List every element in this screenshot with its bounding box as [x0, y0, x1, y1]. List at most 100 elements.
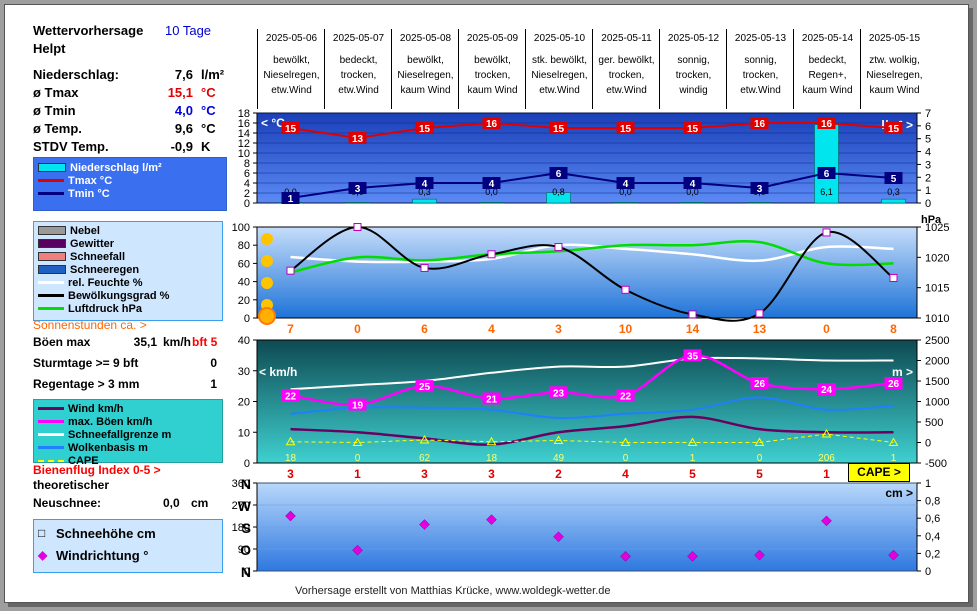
y2-axis-label: m > — [892, 365, 913, 379]
tmax-point — [281, 122, 300, 134]
cape-label: 1 — [690, 453, 696, 464]
day-conditions: stk. bewölkt, Nieselregen, etw.Wind — [526, 53, 593, 98]
y-tick-label: 60 — [238, 258, 250, 270]
y-tick-label: 180 — [232, 522, 250, 534]
cape-label: 18 — [486, 453, 498, 464]
sunshine-hours: 14 — [686, 322, 700, 336]
cape-label: 1 — [891, 453, 897, 464]
day-date: 2025-05-13 — [734, 33, 787, 44]
wind-stat-label: Böen max — [33, 335, 91, 349]
y-tick-label: 0 — [244, 566, 250, 578]
y2-tick-label: 2 — [925, 172, 931, 184]
day-conditions: sonnig, trocken, etw.Wind — [727, 53, 794, 98]
precip-bar — [881, 198, 906, 204]
y-tick-label: 270 — [232, 500, 250, 512]
day-conditions: ztw. wolkig, Nieselregen, kaum Wind — [861, 53, 928, 98]
condition-line: Nieselregen, — [397, 70, 454, 81]
wind-direction-point — [687, 550, 698, 562]
condition-line: bewölkt, — [474, 55, 511, 66]
bee-index-value: 1 — [823, 467, 830, 481]
wind-direction-point — [352, 544, 363, 556]
place-name: Helpt — [33, 41, 66, 56]
cape-point — [687, 437, 698, 446]
legend-swatch — [38, 294, 64, 297]
precip-label: 0,3 — [418, 187, 431, 197]
stat-unit: °C — [201, 103, 216, 118]
y-tick-label: 40 — [238, 277, 250, 289]
cape-point — [821, 429, 832, 438]
day-column: 2025-05-08 bewölkt, Nieselregen, kaum Wind — [391, 29, 459, 109]
wind-direction-point — [821, 515, 832, 527]
y-tick-label: 0 — [244, 198, 250, 210]
tmin-label: 4 — [690, 179, 696, 190]
condition-line: trocken, — [474, 70, 511, 81]
day-column: 2025-05-15 ztw. wolkig, Nieselregen, kaum W… — [860, 29, 928, 109]
wind-stat-value: 1 — [210, 377, 217, 391]
legend-label: Wolkenbasis m — [68, 441, 148, 454]
condition-line: kaum Wind — [869, 85, 920, 96]
legend-label: Tmax °C — [68, 174, 113, 187]
wind-line — [290, 415, 894, 446]
tmin-label: 4 — [623, 179, 629, 190]
tmin-label: 3 — [355, 184, 361, 195]
direction-label: W — [238, 498, 252, 514]
tmax-point — [683, 122, 702, 134]
y-axis-label: < °C — [261, 116, 285, 130]
legend-swatch — [38, 433, 64, 436]
forecast-panel: Wettervorhersage 10 Tage Helpt Niedersch… — [4, 4, 969, 603]
tmin-point — [616, 177, 635, 189]
condition-line: trocken, — [675, 70, 712, 81]
wind-stat-value: 0 — [210, 356, 217, 370]
day-column: 2025-05-06 bewölkt, Nieselregen, etw.Wind — [257, 29, 325, 109]
condition-line: bewölkt, — [273, 55, 310, 66]
gust-label: 26 — [754, 379, 766, 390]
legend-swatch — [38, 265, 66, 274]
condition-line: etw.Wind — [338, 85, 379, 96]
cloud-point — [688, 310, 697, 319]
y2-tick-label: 4 — [925, 147, 931, 159]
stat-label: ø Temp. — [33, 121, 82, 136]
y-tick-label: 10 — [238, 427, 250, 439]
day-date: 2025-05-06 — [265, 33, 318, 44]
legend-item: Tmax °C — [38, 174, 222, 187]
legend-label: Schneehöhe cm — [56, 525, 156, 541]
stat-value: 7,6 — [174, 67, 193, 82]
wind-stat-unit: km/h — [163, 335, 192, 349]
legend-item: Schneefall — [38, 250, 218, 263]
y2-tick-label: 0,8 — [925, 496, 940, 508]
cape-point — [285, 436, 296, 446]
legend-swatch — [38, 281, 64, 284]
y-tick-label: 2 — [244, 188, 250, 200]
y2-tick-label: 5 — [925, 134, 931, 146]
day-conditions: bewölkt, Nieselregen, etw.Wind — [258, 53, 325, 98]
sunshine-hours: 0 — [354, 322, 361, 336]
day-conditions: bewölkt, Nieselregen, kaum Wind — [392, 53, 459, 98]
cloud-point — [286, 266, 295, 275]
bee-index-value: 3 — [488, 467, 495, 481]
precip-label: 0,0 — [686, 187, 699, 197]
tmax-label: 16 — [821, 119, 833, 130]
y2-tick-label: 0,6 — [925, 513, 940, 525]
tmax-label: 15 — [285, 124, 297, 135]
gust-label: 23 — [553, 388, 565, 399]
wind-direction-point — [553, 531, 564, 543]
condition-line: sonnig, — [744, 55, 777, 66]
y-tick-label: 0 — [244, 458, 250, 470]
legend-item: Tmin °C — [38, 187, 222, 200]
stat-unit: l/m² — [201, 67, 225, 82]
day-conditions: bedeckt, trocken, etw.Wind — [325, 53, 392, 98]
new-snow-value: 0,0 — [163, 496, 180, 510]
y-tick-label: 8 — [244, 158, 250, 170]
cape-point — [888, 437, 899, 446]
stat-label: ø Tmax — [33, 85, 79, 100]
cloud-point — [822, 228, 831, 237]
bee-index-label: Bienenflug Index 0-5 > — [33, 463, 161, 477]
precip-label: 6,1 — [820, 187, 833, 197]
cape-button[interactable]: CAPE > — [848, 463, 910, 482]
tmax-point — [348, 132, 367, 144]
bee-index-value: 4 — [622, 467, 629, 481]
y-tick-label: 6 — [244, 168, 250, 180]
condition-line: sonnig, — [677, 55, 710, 66]
y2-tick-label: 500 — [925, 417, 943, 429]
sunshine-hours: 10 — [619, 322, 633, 336]
